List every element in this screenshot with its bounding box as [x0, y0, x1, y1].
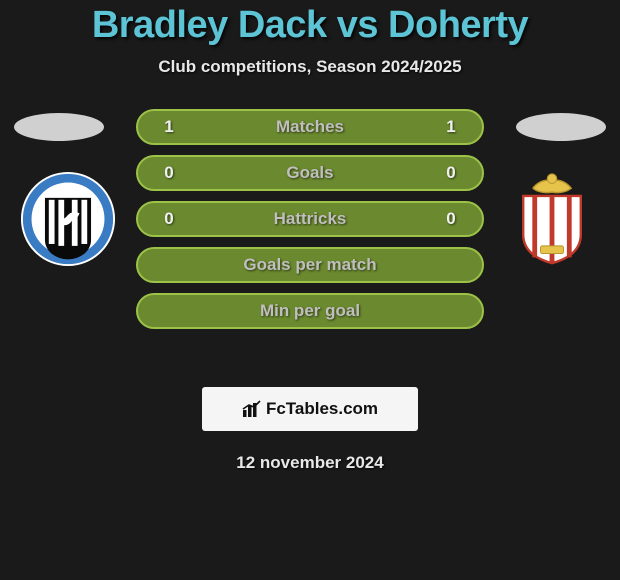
player-ellipse-right [516, 113, 606, 141]
stat-label: Matches [276, 117, 344, 137]
stat-value-right: 0 [438, 209, 464, 229]
brand-badge: FcTables.com [202, 387, 418, 431]
club-badge-right [504, 171, 600, 267]
stat-label: Goals per match [243, 255, 376, 275]
player-ellipse-left [14, 113, 104, 141]
brand-text: FcTables.com [266, 399, 378, 419]
stat-row: 0 Hattricks 0 [136, 201, 484, 237]
stat-row: 0 Goals 0 [136, 155, 484, 191]
stat-value-left: 0 [156, 163, 182, 183]
stat-label: Min per goal [260, 301, 360, 321]
club-badge-left [20, 171, 116, 267]
stat-value-right: 0 [438, 163, 464, 183]
stat-label: Hattricks [274, 209, 347, 229]
page-title: Bradley Dack vs Doherty [0, 4, 620, 47]
comparison-area: 1 Matches 1 0 Goals 0 0 Hattricks 0 Goals per mat… [0, 109, 620, 369]
footer-date: 12 november 2024 [0, 453, 620, 473]
subtitle: Club competitions, Season 2024/2025 [0, 57, 620, 77]
stat-label: Goals [286, 163, 333, 183]
stat-rows: 1 Matches 1 0 Goals 0 0 Hattricks 0 Goals per mat… [136, 109, 484, 329]
stat-value-right: 1 [438, 117, 464, 137]
stat-row: Goals per match [136, 247, 484, 283]
stat-value-left: 0 [156, 209, 182, 229]
stat-row: 1 Matches 1 [136, 109, 484, 145]
chart-icon [242, 400, 262, 418]
stat-row: Min per goal [136, 293, 484, 329]
stat-value-left: 1 [156, 117, 182, 137]
